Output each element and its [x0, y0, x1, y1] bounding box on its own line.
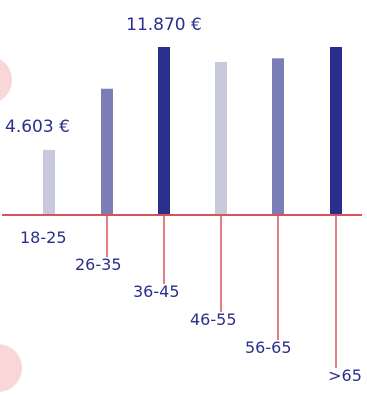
bars [43, 47, 342, 215]
data-labels: 4.603 € 11.870 € [5, 15, 202, 137]
category-label-3: 36-45 [133, 282, 180, 301]
data-label-1: 4.603 € [5, 117, 70, 137]
label-leader-lines [106, 215, 337, 368]
bar-6 [330, 47, 342, 215]
category-label-5: 56-65 [245, 338, 292, 357]
category-label-4: 46-55 [190, 310, 237, 329]
decorative-blob-bottom [0, 344, 22, 392]
bar-5 [272, 58, 284, 215]
data-label-3: 11.870 € [126, 15, 202, 35]
bar-2 [101, 88, 113, 215]
category-labels: 18-25 26-35 36-45 46-55 56-65 >65 [20, 228, 362, 385]
bar-4 [215, 62, 227, 215]
decorative-blob-top [0, 59, 12, 101]
bar-3 [158, 47, 170, 215]
category-label-2: 26-35 [75, 255, 122, 274]
category-label-1: 18-25 [20, 228, 67, 247]
category-label-6: >65 [328, 366, 362, 385]
bar-1 [43, 149, 55, 215]
